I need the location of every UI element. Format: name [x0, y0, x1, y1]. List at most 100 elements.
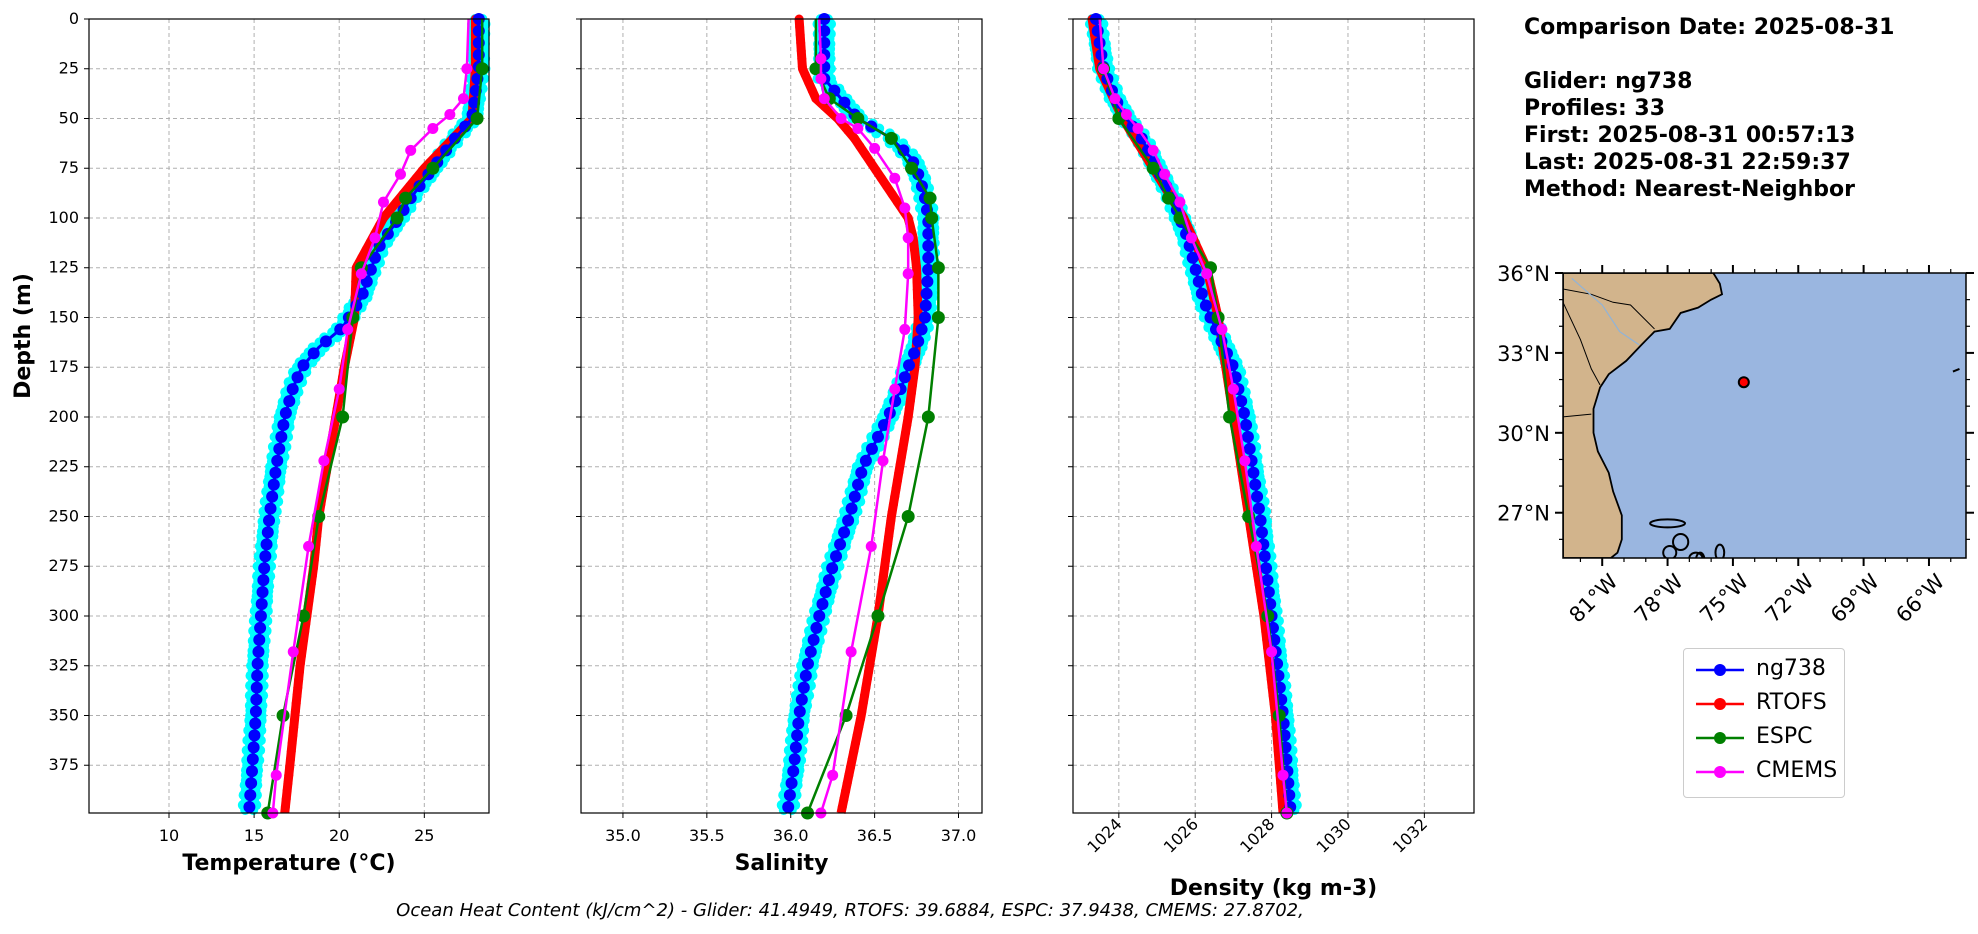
series-point-glider [258, 562, 271, 575]
y-tick-label: 25 [59, 59, 79, 78]
series-point-rtofs [857, 707, 867, 717]
legend-item-espc: ESPC [1694, 723, 1834, 753]
series-point-rtofs [887, 508, 897, 518]
series-point-rtofs [896, 452, 906, 462]
series-point-glider [364, 263, 377, 276]
legend-item-cmems: CMEMS [1694, 757, 1837, 787]
series-point-cmems [1239, 455, 1251, 467]
series-point-cmems [835, 112, 847, 124]
series-point-rtofs [910, 253, 920, 263]
series-point-rtofs [877, 579, 887, 589]
series-point-rtofs [876, 173, 886, 183]
series-point-cmems [444, 109, 456, 121]
series-point-espc [921, 410, 935, 424]
series-point-cmems [377, 196, 389, 208]
series-point-rtofs [861, 683, 871, 693]
series-point-glider [792, 717, 805, 730]
legend-label: ESPC [1756, 724, 1813, 749]
series-point-glider [920, 287, 933, 300]
series-point-espc [1161, 191, 1175, 205]
series-point-glider [826, 562, 839, 575]
y-tick-label: 50 [59, 108, 79, 127]
map-lat-label: 33°N [1497, 342, 1550, 366]
series-point-glider [834, 538, 847, 551]
series-point-glider [1251, 490, 1264, 503]
y-tick-label: 325 [48, 656, 79, 675]
map-lat-label: 27°N [1497, 502, 1550, 526]
series-point-rtofs [871, 165, 881, 175]
series-point-glider [859, 454, 872, 467]
series-point-espc [871, 609, 885, 623]
series-point-glider [259, 550, 272, 563]
series-point-rtofs [298, 643, 308, 653]
last-time: Last: 2025-08-31 22:59:37 [1524, 150, 1851, 175]
series-point-glider [1240, 418, 1253, 431]
series-point-cmems [845, 646, 857, 658]
series-point-glider [1262, 586, 1275, 599]
series-point-rtofs [895, 460, 905, 470]
series-point-glider [922, 251, 935, 264]
x-tick-label: 15 [244, 826, 264, 845]
series-point-glider [251, 657, 264, 670]
series-point-glider [871, 430, 884, 443]
y-tick-label: 275 [48, 556, 79, 575]
y-tick-label: 150 [48, 307, 79, 326]
series-point-rtofs [879, 563, 889, 573]
series-point-glider [801, 657, 814, 670]
series-point-rtofs [284, 770, 294, 780]
map-river [1571, 277, 1640, 346]
series-point-glider [1247, 466, 1260, 479]
y-tick-label: 300 [48, 606, 79, 625]
series-point-cmems [877, 455, 889, 467]
series-point-glider [360, 275, 373, 288]
series-point-espc [475, 62, 489, 76]
series-point-cmems [1120, 109, 1132, 121]
series-point-glider [1199, 299, 1212, 312]
series-point-rtofs [290, 714, 300, 724]
series-point-rtofs [850, 738, 860, 748]
series-point-rtofs [855, 141, 865, 151]
series-point-rtofs [841, 786, 851, 796]
series-point-rtofs [288, 730, 298, 740]
series-point-cmems [827, 769, 839, 781]
series-point-glider [277, 418, 290, 431]
series-point-rtofs [860, 149, 870, 159]
comparison-date: Comparison Date: 2025-08-31 [1524, 15, 1895, 40]
series-point-rtofs [285, 762, 295, 772]
profile-panel-1: 0 25 50 75 100 125 150 175 200 225 250 275 300 325 350… [11, 9, 491, 876]
series-line-cmems [1098, 18, 1289, 814]
series-point-glider [267, 478, 280, 491]
map-island [1714, 543, 1726, 558]
series-point-rtofs [892, 197, 902, 207]
series-point-rtofs [385, 205, 395, 215]
legend-item-rtofs: RTOFS [1694, 689, 1834, 719]
series-point-glider [255, 598, 268, 611]
map-lon-label: 81°W [1565, 569, 1623, 627]
series-point-glider [1254, 514, 1267, 527]
map-border [1563, 288, 1655, 330]
series-point-cmems [287, 646, 299, 658]
y-tick-label: 200 [48, 407, 79, 426]
series-point-rtofs [884, 531, 894, 541]
series-point-cmems [1174, 196, 1186, 208]
series-point-rtofs [282, 786, 292, 796]
series-point-cmems [1109, 93, 1121, 105]
profile-count: Profiles: 33 [1524, 96, 1666, 121]
series-point-rtofs [886, 515, 896, 525]
legend-label: RTOFS [1756, 690, 1827, 715]
series-point-glider [254, 621, 267, 634]
series-point-espc [336, 410, 350, 424]
series-point-glider [845, 502, 858, 515]
series-point-glider [922, 239, 935, 252]
series-point-espc [884, 131, 898, 145]
series-point-espc [923, 191, 937, 205]
series-point-glider [263, 514, 276, 527]
profile-panel-3: 1024 1026 1028 1030 1032 Density (kg m-3) [1068, 13, 1475, 901]
series-point-glider [908, 347, 921, 360]
series-point-glider [919, 299, 932, 312]
series-point-cmems [889, 383, 901, 395]
series-point-glider [903, 359, 916, 372]
series-point-rtofs [892, 476, 902, 486]
series-point-glider [898, 371, 911, 384]
